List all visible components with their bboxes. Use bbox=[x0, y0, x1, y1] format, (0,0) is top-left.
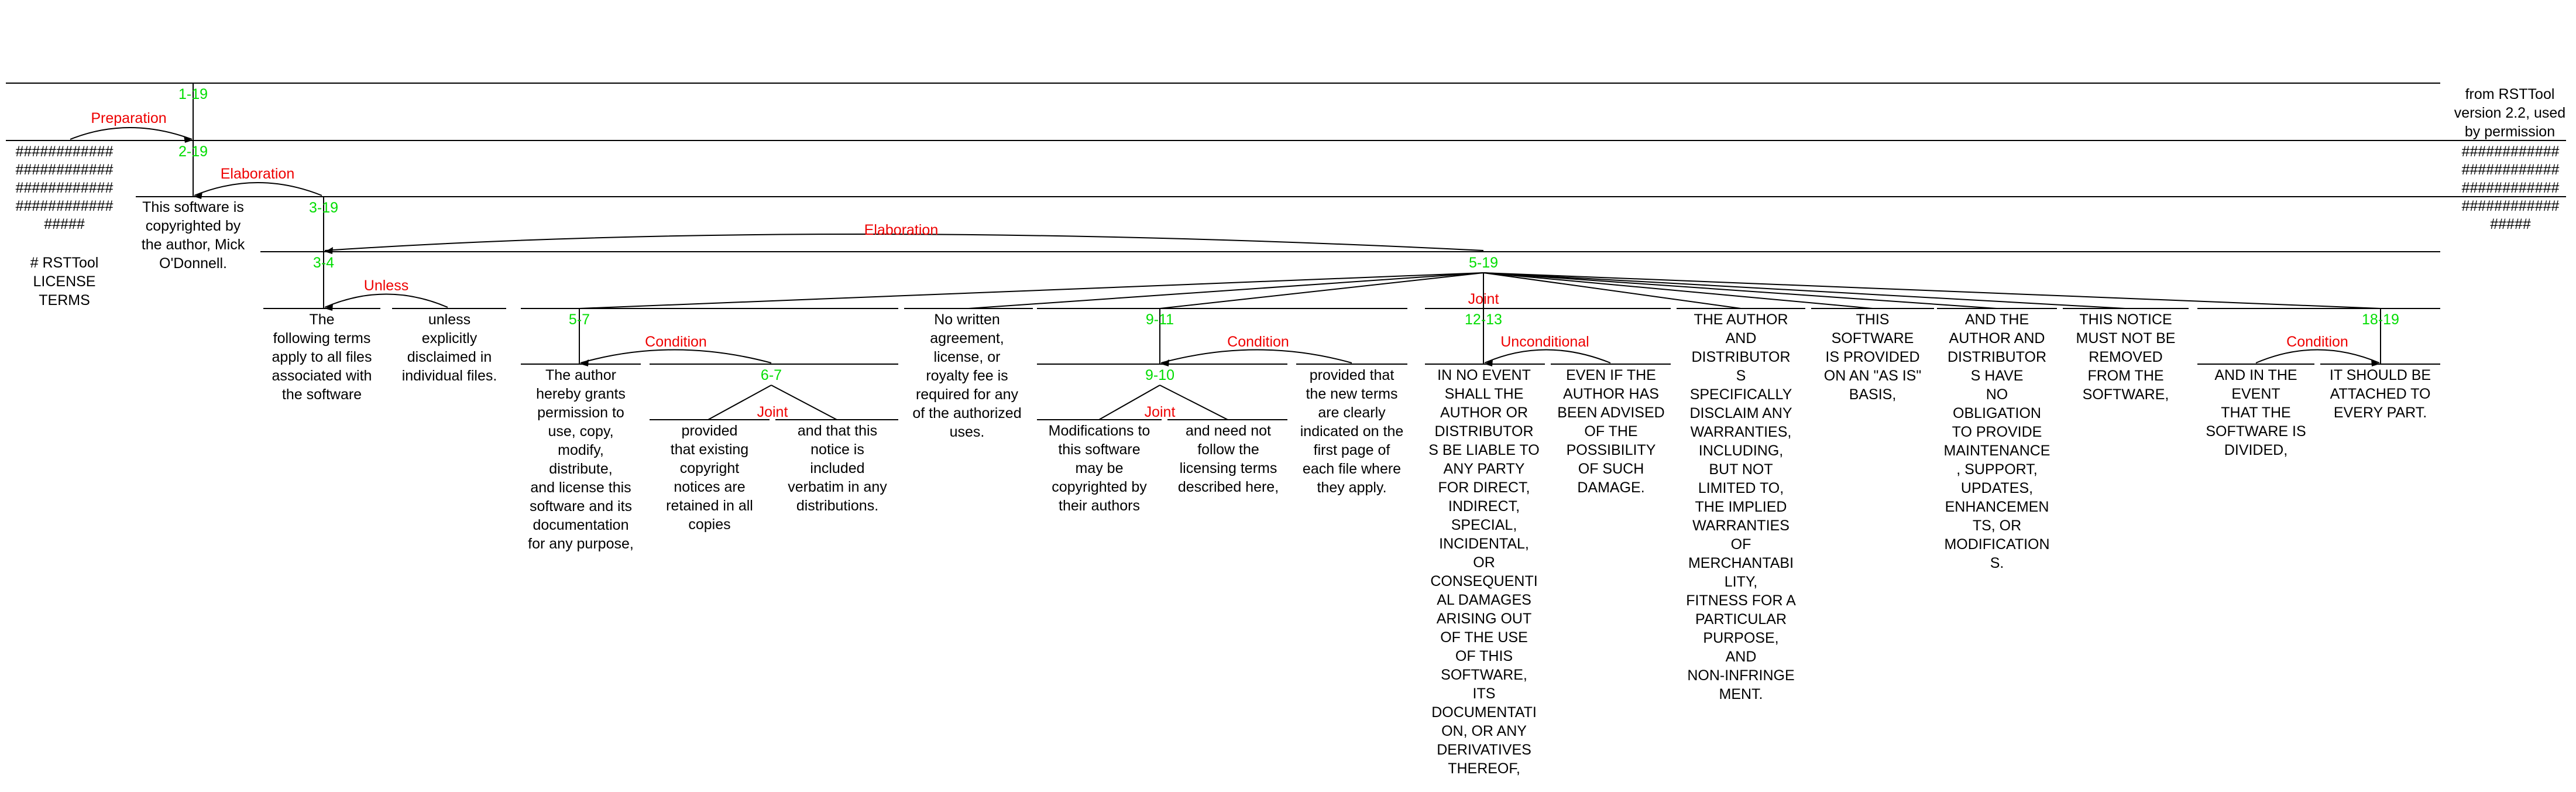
connector-line bbox=[579, 272, 1484, 309]
segment-nowritten: No written agreement, license, or royalt… bbox=[912, 311, 1022, 440]
arc-condition-c bbox=[2255, 349, 2380, 364]
joint-6-7-left bbox=[707, 385, 772, 420]
connector-line bbox=[184, 136, 2379, 366]
arrow-elaboration-b bbox=[325, 247, 333, 254]
relation-condition-c: Condition bbox=[2286, 334, 2348, 350]
connector-line bbox=[1483, 272, 1742, 309]
segment-following: The following terms apply to all files a… bbox=[272, 311, 372, 403]
relation-condition-b: Condition bbox=[1227, 334, 1289, 350]
relation-joint-6-7: Joint bbox=[757, 404, 788, 420]
connector-line bbox=[1483, 272, 2126, 309]
segment-notice: THIS NOTICE MUST NOT BE REMOVED FROM THE… bbox=[2076, 311, 2176, 403]
segment-hash-right: ############ ############ ############ #… bbox=[2461, 143, 2560, 232]
arc-condition-a bbox=[580, 349, 772, 364]
joint-5-19-fan bbox=[579, 272, 2381, 309]
span-label-3-4: 3-4 bbox=[312, 255, 335, 271]
segment-neednot: and need not follow the licensing terms … bbox=[1177, 423, 1279, 495]
span-label-5-19: 5-19 bbox=[1468, 255, 1499, 271]
span-label-5-7: 5-7 bbox=[568, 311, 590, 328]
segment-divided: AND IN THE EVENT THAT THE SOFTWARE IS DI… bbox=[2206, 367, 2306, 458]
span-label-6-7: 6-7 bbox=[760, 367, 782, 383]
connector-line bbox=[6, 83, 2566, 420]
arrow-unless bbox=[325, 304, 333, 311]
connector-line bbox=[968, 272, 1484, 309]
span-label-9-11: 9-11 bbox=[1145, 311, 1174, 328]
arrow-condition-c bbox=[2371, 359, 2379, 366]
joint-6-7-right bbox=[771, 385, 837, 420]
segment-title: # RSTTool LICENSE TERMS bbox=[30, 255, 99, 308]
arrow-condition-b bbox=[1161, 359, 1169, 366]
relation-elaboration-a: Elaboration bbox=[220, 166, 295, 182]
relation-preparation: Preparation bbox=[91, 110, 167, 126]
span-label-1-19: 1-19 bbox=[178, 86, 208, 102]
segment-provided1: provided that existing copyright notices… bbox=[666, 423, 753, 533]
arc-elaboration-b bbox=[324, 234, 1484, 251]
segment-evenif: EVEN IF THE AUTHOR HAS BEEN ADVISED OF T… bbox=[1557, 367, 1665, 496]
relation-condition-a: Condition bbox=[645, 334, 707, 350]
arrow-preparation bbox=[184, 136, 192, 143]
segment-disclaim: THE AUTHOR AND DISTRIBUTOR S SPECIFICALL… bbox=[1686, 311, 1796, 702]
connector-line bbox=[1483, 272, 1873, 309]
connector-line bbox=[1159, 272, 1484, 309]
relation-elaboration-b: Elaboration bbox=[864, 222, 939, 238]
connector-line bbox=[1483, 272, 2381, 309]
span-label-2-19: 2-19 bbox=[178, 143, 208, 160]
arrow-elaboration-a bbox=[194, 192, 202, 199]
joint-9-10-left bbox=[1098, 385, 1160, 420]
segment-copyright: This software is copyrighted by the auth… bbox=[141, 199, 245, 272]
arc-preparation bbox=[70, 127, 193, 140]
segment-andthat: and that this notice is included verbati… bbox=[788, 423, 887, 514]
segment-asis: THIS SOFTWARE IS PROVIDED ON AN "AS IS" … bbox=[1823, 311, 1922, 403]
arc-unconditional bbox=[1484, 349, 1611, 364]
span-label-12-13: 12-13 bbox=[1465, 311, 1502, 328]
arrow-unconditional bbox=[1485, 359, 1493, 366]
arrow-condition-a bbox=[581, 359, 589, 366]
arc-condition-b bbox=[1160, 349, 1352, 364]
segment-hash-left: ############ ############ ############ #… bbox=[15, 143, 114, 232]
segment-unless: unless explicitly disclaimed in individu… bbox=[401, 311, 497, 384]
segment-noobligation: AND THE AUTHOR AND DISTRIBUTOR S HAVE NO… bbox=[1943, 311, 2051, 571]
joint-9-10-right bbox=[1159, 385, 1228, 420]
span-label-3-19: 3-19 bbox=[308, 200, 339, 216]
span-label-18-19: 18-19 bbox=[2362, 311, 2399, 328]
connector-line bbox=[1483, 272, 1997, 309]
arc-elaboration-a bbox=[194, 182, 322, 196]
relation-unless: Unless bbox=[363, 277, 409, 294]
span-label-9-10: 9-10 bbox=[1145, 367, 1175, 383]
relation-joint-5-19: Joint bbox=[1468, 291, 1499, 307]
segment-modifications: Modifications to this software may be co… bbox=[1048, 423, 1150, 514]
segment-provided2: provided that the new terms are clearly … bbox=[1300, 367, 1404, 496]
segment-attached: IT SHOULD BE ATTACHED TO EVERY PART. bbox=[2329, 367, 2431, 421]
relation-joint-9-10: Joint bbox=[1144, 404, 1176, 420]
relation-unconditional: Unconditional bbox=[1500, 334, 1589, 350]
arc-unless bbox=[324, 293, 448, 308]
segment-grants: The author hereby grants permission to u… bbox=[528, 367, 634, 552]
segment-noevent: IN NO EVENT SHALL THE AUTHOR OR DISTRIBU… bbox=[1428, 367, 1540, 777]
segment-credit: from RSTTool version 2.2, used by permis… bbox=[2454, 86, 2566, 140]
